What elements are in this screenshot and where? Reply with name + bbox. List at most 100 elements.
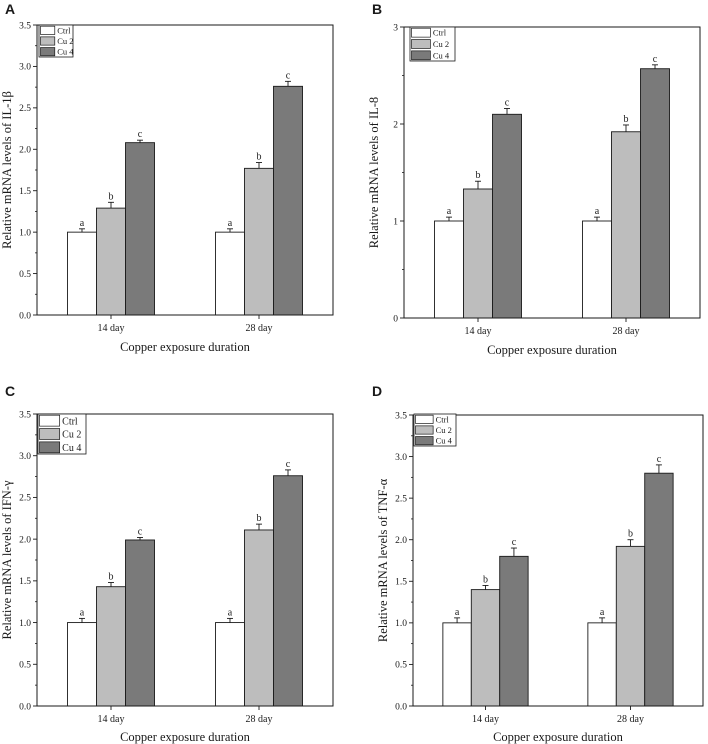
significance-label: c — [505, 97, 510, 108]
significance-label: b — [628, 529, 633, 540]
y-axis-title: Relative mRNA levels of IFN-γ — [0, 480, 14, 639]
chart-panel-b: Ba b c 14 day a b c 28 day 0 1 2 3 Relative mRNA lev… — [367, 1, 701, 357]
significance-label: a — [595, 206, 600, 217]
legend-label: Cu 4 — [62, 443, 81, 454]
y-tick-label: 0 — [393, 314, 398, 324]
error-bar — [226, 228, 233, 233]
significance-label: a — [228, 218, 233, 229]
error-bar — [475, 180, 481, 189]
error-bar — [226, 617, 233, 623]
legend-label: Ctrl — [436, 414, 450, 424]
bar — [644, 472, 674, 707]
error-bar — [137, 537, 144, 540]
y-tick-label: 0.5 — [395, 661, 407, 671]
error-bar — [454, 617, 461, 623]
x-tick-label: 14 day — [465, 326, 492, 337]
y-tick-label: 0.5 — [19, 661, 31, 671]
panel-letter: D — [372, 383, 382, 399]
legend-swatch — [411, 39, 431, 49]
significance-label: c — [657, 454, 662, 465]
bar — [434, 220, 464, 319]
error-bar — [599, 617, 606, 623]
significance-label: a — [80, 218, 85, 229]
legend: Ctrl Cu 2 Cu 4 — [37, 413, 87, 455]
bar — [582, 220, 612, 319]
legend-swatch — [40, 25, 56, 35]
significance-label: b — [257, 513, 262, 524]
y-tick-label: 2.5 — [19, 104, 31, 114]
significance-label: a — [600, 607, 605, 618]
error-bar — [137, 139, 144, 143]
y-tick-label: 3.5 — [395, 411, 407, 421]
y-axis-title: Relative mRNA levels of TNF-α — [376, 478, 390, 642]
significance-label: b — [109, 572, 114, 583]
bar — [463, 188, 493, 319]
bar — [442, 622, 472, 707]
significance-label: b — [257, 152, 262, 163]
bar — [244, 529, 274, 707]
error-bar — [78, 617, 85, 623]
bar — [587, 622, 617, 707]
x-axis-title: Copper exposure duration — [493, 730, 624, 744]
significance-label: b — [624, 114, 629, 125]
y-tick-label: 2 — [393, 120, 398, 130]
bar — [125, 539, 155, 707]
legend-swatch — [415, 414, 434, 424]
y-tick-label: 0.0 — [19, 702, 31, 712]
legend-swatch — [411, 27, 431, 38]
significance-label: b — [476, 170, 481, 181]
bar — [611, 131, 641, 319]
y-tick-label: 1.0 — [395, 619, 407, 629]
significance-label: a — [447, 206, 452, 217]
y-tick-label: 3.5 — [19, 21, 31, 31]
legend-swatch — [411, 50, 431, 61]
legend-swatch — [39, 414, 61, 427]
error-bar — [256, 162, 262, 169]
y-tick-label: 2.0 — [19, 535, 31, 545]
error-bar — [652, 64, 659, 69]
error-bar — [445, 216, 452, 221]
error-bar — [593, 216, 600, 221]
significance-label: b — [483, 574, 488, 585]
error-bar — [482, 584, 489, 590]
significance-label: c — [653, 54, 658, 65]
x-tick-label: 28 day — [613, 326, 640, 337]
y-tick-label: 3.5 — [19, 410, 31, 420]
legend-swatch — [40, 36, 56, 46]
panel-letter: B — [372, 1, 382, 17]
bar — [215, 622, 245, 707]
error-bar — [285, 80, 292, 87]
y-tick-label: 1.5 — [395, 578, 407, 588]
bar — [492, 113, 522, 319]
legend-label: Cu 2 — [57, 36, 73, 46]
bar — [615, 545, 646, 707]
significance-label: c — [512, 537, 517, 548]
y-tick-label: 1.0 — [19, 619, 31, 629]
legend-label: Ctrl — [62, 416, 78, 427]
chart-panel-a: Aa b c 14 day a b c 28 day 0.0 0.5 1.0 1.5 2.0 2.5 3.0… — [0, 1, 334, 354]
error-bar — [256, 523, 262, 530]
legend-label: Cu 4 — [436, 436, 453, 446]
y-tick-label: 3.0 — [19, 452, 31, 462]
legend-swatch — [39, 428, 61, 440]
legend-label: Ctrl — [57, 25, 71, 35]
y-tick-label: 1.5 — [19, 187, 31, 197]
error-bar — [504, 108, 511, 115]
x-tick-label: 28 day — [246, 714, 273, 725]
bar — [67, 622, 97, 707]
bar — [67, 231, 97, 316]
bar — [273, 475, 303, 707]
significance-label: c — [286, 459, 291, 470]
x-axis-title: Copper exposure duration — [487, 343, 618, 357]
y-tick-label: 3 — [393, 23, 398, 33]
y-tick-label: 2.0 — [19, 146, 31, 156]
legend-label: Cu 2 — [62, 430, 81, 441]
bar — [640, 68, 670, 319]
y-tick-label: 2.5 — [395, 494, 407, 504]
significance-label: c — [138, 526, 143, 537]
error-bar — [655, 464, 662, 474]
error-bar — [623, 124, 629, 132]
